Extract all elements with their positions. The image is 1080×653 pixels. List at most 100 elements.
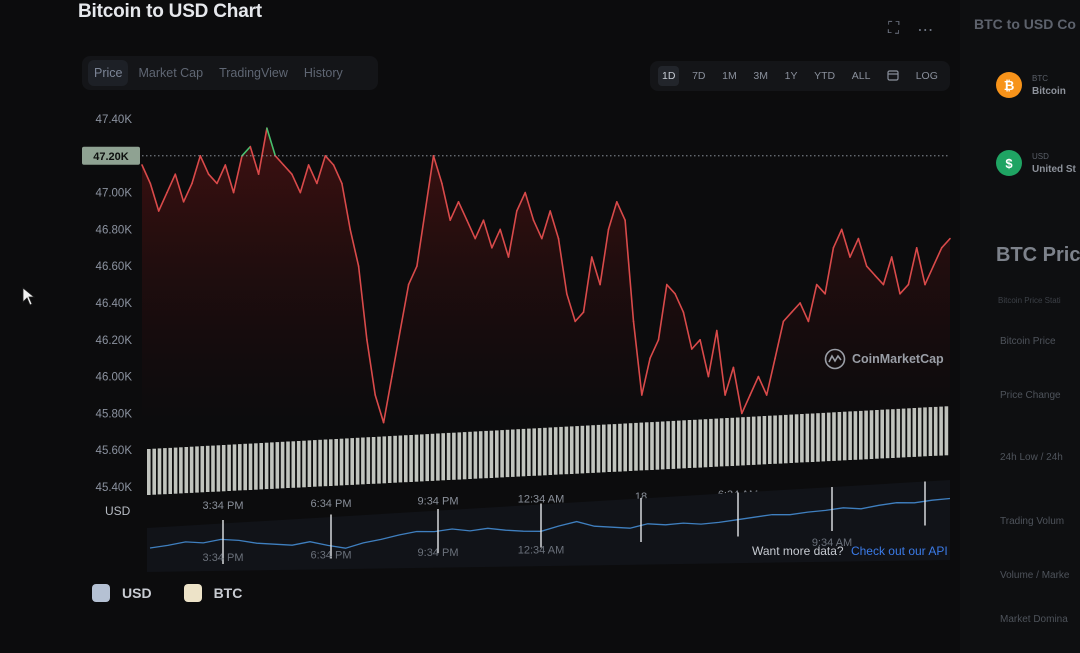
volume-bar <box>398 435 403 483</box>
volume-bar <box>270 442 274 489</box>
price-segment <box>182 182 193 203</box>
volume-bar <box>800 414 804 463</box>
price-segment <box>832 228 843 249</box>
range-3m[interactable]: 3M <box>753 70 768 82</box>
volume-bar <box>596 424 601 473</box>
volume-bar <box>864 410 868 460</box>
volume-bar <box>746 416 751 466</box>
volume-bar <box>917 407 922 457</box>
price-segment <box>807 283 818 323</box>
api-link[interactable]: Check out our API <box>850 544 948 558</box>
volume-bar <box>730 417 735 466</box>
volume-bar <box>923 407 927 457</box>
subchart-background <box>147 480 950 572</box>
price-segment <box>141 164 152 185</box>
volume-bar <box>816 413 820 462</box>
volume-bar <box>462 432 467 480</box>
volume-bar <box>607 424 611 472</box>
legend-usd[interactable]: USD <box>92 584 152 602</box>
volume-bar <box>495 430 499 478</box>
volume-bar <box>778 415 783 464</box>
volume-bar <box>698 419 702 468</box>
price-segment <box>474 219 485 240</box>
volume-bar <box>933 406 938 456</box>
tab-price[interactable]: Price <box>88 60 129 86</box>
volume-bar <box>382 436 387 484</box>
coin-name: United St <box>1032 163 1076 175</box>
price-segment <box>282 164 293 175</box>
volume-bar <box>569 426 574 474</box>
price-segment <box>940 237 951 249</box>
price-segment <box>674 292 685 314</box>
y-tick-label: 46.00K <box>96 372 133 384</box>
price-segment <box>724 366 735 396</box>
calendar-icon[interactable] <box>883 65 903 88</box>
volume-bar <box>575 426 579 474</box>
promo-text: Want more data? <box>752 544 844 558</box>
tab-tradingview[interactable]: TradingView <box>219 66 288 80</box>
volume-bar <box>875 410 879 459</box>
price-segment <box>824 247 835 295</box>
volume-bar <box>355 437 360 485</box>
range-1d[interactable]: 1D <box>658 66 680 86</box>
volume-bar <box>666 421 670 470</box>
price-segment <box>665 283 676 295</box>
volume-bar <box>944 406 949 456</box>
fullscreen-icon[interactable]: ⛶ <box>888 20 900 37</box>
x-tick-label: 3:34 PM <box>203 500 244 512</box>
price-segment <box>449 201 460 221</box>
price-area <box>142 128 950 423</box>
volume-bar <box>195 446 199 493</box>
price-segment <box>574 311 585 323</box>
range-7d[interactable]: 7D <box>692 70 706 82</box>
coinmarketcap-logo-icon <box>824 348 846 370</box>
price-segment <box>249 145 260 175</box>
volume-bar <box>564 426 569 475</box>
tab-market-cap[interactable]: Market Cap <box>138 66 204 80</box>
volume-bar <box>580 425 585 474</box>
legend-btc[interactable]: BTC <box>183 584 242 602</box>
volume-bar <box>323 439 328 487</box>
page-title: Bitcoin to USD Chart <box>78 1 262 22</box>
volume-bar <box>869 410 874 459</box>
volume-bar <box>286 441 290 488</box>
price-segment <box>590 256 601 286</box>
volume-bar <box>511 429 515 477</box>
range-log[interactable]: LOG <box>915 70 938 82</box>
volume-bar <box>205 445 210 492</box>
price-heading: BTC Price <box>996 244 1080 266</box>
coin-name: Bitcoin <box>1032 85 1066 97</box>
price-segment <box>882 256 893 286</box>
volume-bar <box>741 417 745 466</box>
volume-bar <box>543 427 547 476</box>
volume-bar <box>371 437 376 484</box>
stat-row: Market Domina <box>1000 614 1068 625</box>
coin-btc[interactable]: ₿ BTC Bitcoin <box>996 72 1066 98</box>
volume-bar <box>537 428 542 476</box>
range-ytd[interactable]: YTD <box>814 70 836 82</box>
volume-bar <box>227 444 231 491</box>
price-segment <box>482 219 493 249</box>
volume-bar <box>939 406 943 456</box>
price-segment <box>815 283 826 295</box>
volume-bar <box>591 425 595 473</box>
tab-history[interactable]: History <box>303 66 343 80</box>
coin-symbol: USD <box>1032 151 1049 161</box>
legend: USD BTC <box>92 584 242 602</box>
coin-usd[interactable]: $ USD United St <box>996 150 1076 176</box>
more-icon[interactable]: ⋯ <box>917 22 934 39</box>
price-segment <box>232 155 243 194</box>
range-1y[interactable]: 1Y <box>784 70 798 82</box>
current-price-label: 47.20K <box>93 151 129 163</box>
price-segment <box>782 311 793 323</box>
dollar-icon: $ <box>996 150 1022 176</box>
volume-bar <box>334 439 338 486</box>
legend-usd-swatch <box>92 584 110 602</box>
volume-bar <box>441 433 445 481</box>
volume-bar <box>634 422 638 471</box>
price-subheading: Bitcoin Price Stati <box>998 296 1061 305</box>
volume-bar <box>264 442 269 490</box>
range-all[interactable]: ALL <box>851 70 871 82</box>
range-1m[interactable]: 1M <box>722 70 737 82</box>
